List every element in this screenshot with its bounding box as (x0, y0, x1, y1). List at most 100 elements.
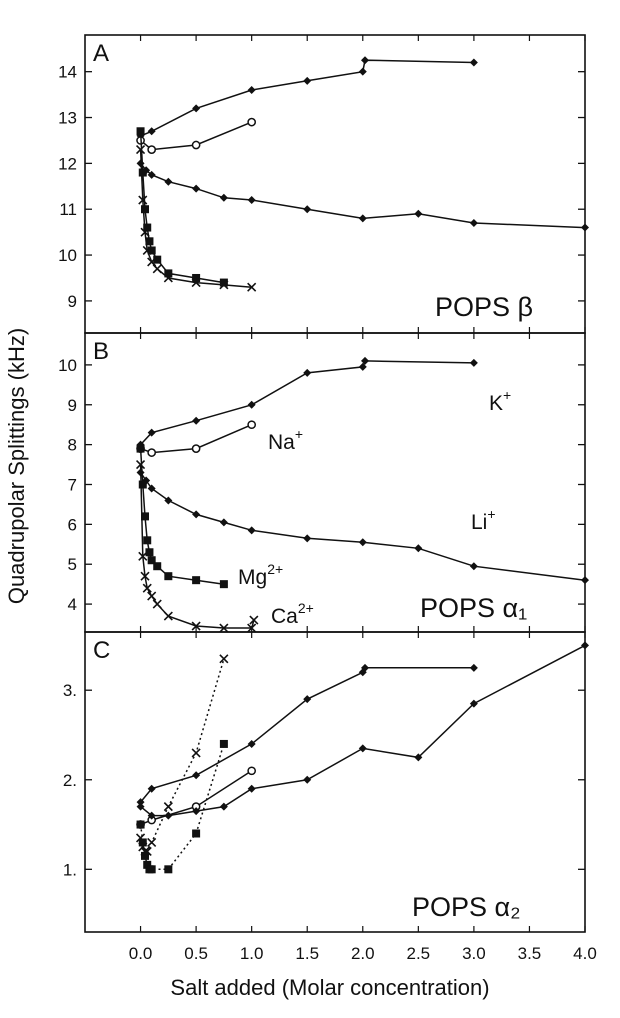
data-point (303, 368, 312, 377)
data-point (247, 739, 256, 748)
series-mg2-plus (136, 444, 228, 589)
data-point (581, 223, 589, 232)
data-point (414, 544, 423, 553)
data-point (136, 444, 145, 453)
data-point (145, 237, 154, 246)
y-tick-label: 11 (59, 200, 77, 219)
data-point (135, 459, 146, 470)
ion-label-charge: + (487, 506, 495, 522)
series-li-plus (136, 468, 589, 585)
y-tick-label: 14 (58, 63, 77, 82)
data-point (135, 833, 146, 843)
data-point (164, 811, 173, 820)
data-point (358, 538, 367, 547)
data-point (469, 562, 478, 571)
data-point (163, 611, 173, 621)
panel-frame (84, 34, 586, 334)
y-tick-label: 10 (58, 246, 77, 265)
data-point (147, 865, 156, 874)
data-point (247, 282, 257, 292)
data-point (138, 168, 147, 177)
data-point (191, 140, 201, 150)
series-2-2 (136, 641, 589, 820)
data-point (303, 205, 312, 214)
data-point (219, 802, 228, 811)
panel-title: POPS α₁ (420, 593, 527, 623)
data-point (361, 56, 369, 65)
ion-label: K+ (489, 387, 511, 415)
data-point (143, 536, 152, 545)
data-point (141, 512, 149, 521)
data-point (142, 245, 152, 256)
data-point (164, 496, 173, 505)
ion-label: Na+ (268, 426, 303, 454)
series-0-3 (136, 127, 228, 287)
x-tick-label: 1.0 (240, 944, 264, 963)
data-point (164, 269, 173, 278)
panel-frame (84, 332, 586, 633)
data-point (163, 802, 173, 812)
x-tick-label: 0.5 (184, 944, 208, 963)
data-point (192, 184, 201, 193)
data-point (219, 739, 228, 748)
y-tick-label: 1. (63, 860, 77, 879)
y-tick-label: 12 (58, 154, 77, 173)
ion-label-charge: + (503, 387, 511, 403)
x-tick-label: 3.5 (518, 944, 542, 963)
data-point (469, 58, 478, 67)
data-point (192, 416, 201, 425)
data-point (247, 196, 256, 205)
y-tick-label: 13 (58, 109, 77, 128)
data-point (469, 699, 478, 708)
data-point (136, 127, 145, 136)
data-point (192, 273, 201, 282)
data-point (153, 562, 162, 571)
data-point (164, 177, 173, 186)
data-point (247, 623, 257, 633)
data-point (192, 104, 201, 113)
y-tick-label: 10 (58, 356, 77, 375)
data-point (303, 76, 312, 85)
data-point (192, 771, 201, 780)
y-axis-label: Quadrupolar Splittings (kHz) (4, 328, 29, 604)
data-point (469, 218, 478, 227)
data-point (147, 145, 157, 154)
series-0-4 (135, 145, 257, 292)
data-point (140, 227, 150, 237)
x-axis: 0.0 0.5 1.0 1.5 2.0 2.5 3.0 3.5 4.0 (129, 944, 597, 963)
data-point (147, 784, 156, 793)
x-tick-label: 4.0 (573, 944, 597, 963)
data-point (135, 145, 146, 155)
x-tick-label: 2.5 (407, 944, 431, 963)
series-line (139, 472, 586, 581)
data-point (147, 246, 156, 255)
data-point (247, 117, 257, 127)
y-tick-label: 7 (68, 475, 77, 494)
data-point (361, 663, 369, 672)
series-line (140, 424, 252, 454)
data-point (219, 623, 229, 633)
series-0-2 (136, 159, 589, 232)
ion-label-symbol: Na (268, 431, 295, 454)
data-point (147, 556, 156, 565)
data-point (142, 846, 152, 856)
data-point (136, 802, 145, 811)
ion-label-symbol: K (489, 392, 503, 415)
data-point (469, 663, 478, 672)
ion-label-charge: 2+ (267, 561, 283, 577)
data-point (147, 170, 156, 179)
data-point (192, 510, 201, 519)
data-point (147, 811, 156, 820)
data-point (138, 838, 147, 847)
y-tick-label: 2. (63, 771, 77, 790)
panel-title: POPS β (435, 292, 533, 322)
data-point (358, 744, 367, 753)
y-tick-label: 5 (68, 555, 77, 574)
data-point (192, 576, 201, 585)
data-point (191, 748, 201, 758)
data-point (414, 753, 423, 762)
data-point (147, 257, 157, 267)
data-point (143, 223, 152, 232)
